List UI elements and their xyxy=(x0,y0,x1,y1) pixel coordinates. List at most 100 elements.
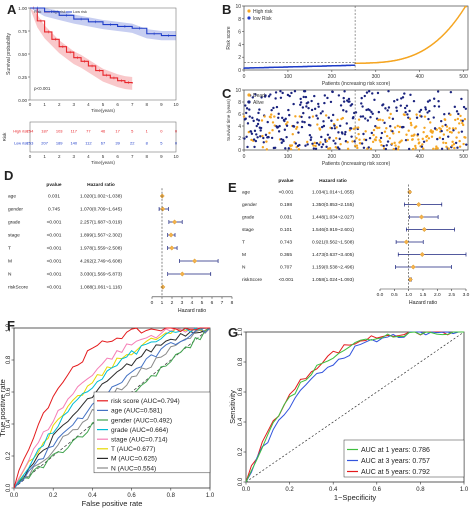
status-point xyxy=(267,135,270,139)
status-point xyxy=(270,108,273,112)
hr-marker xyxy=(160,206,166,212)
legend-item: M (AUC=0.625) xyxy=(111,456,157,463)
status-point xyxy=(342,96,345,100)
status-point xyxy=(451,140,454,144)
hr-marker xyxy=(403,239,409,245)
row-pvalue: 0.745 xyxy=(48,207,60,213)
status-point xyxy=(294,115,297,118)
row-name: age xyxy=(8,195,16,200)
status-point xyxy=(271,129,274,132)
status-point xyxy=(381,119,384,122)
legend-dead: Dead xyxy=(253,93,265,99)
legend-item: AUC at 3 years: 0.757 xyxy=(361,458,430,465)
status-point xyxy=(427,137,431,140)
status-point xyxy=(304,144,307,147)
status-point xyxy=(312,144,315,147)
status-point xyxy=(281,116,284,120)
status-point xyxy=(300,115,303,119)
status-point xyxy=(445,125,449,128)
row-name: riskScore xyxy=(8,285,28,291)
legend-swatch-high xyxy=(247,9,251,13)
status-point xyxy=(330,119,333,122)
status-point xyxy=(437,105,441,108)
status-point xyxy=(460,97,463,101)
status-point xyxy=(272,106,275,110)
y-tick-label: 0.8 xyxy=(6,355,12,364)
status-point xyxy=(415,116,419,119)
x-axis-label: Time(years) xyxy=(91,108,115,113)
status-point xyxy=(452,143,456,146)
row-hazard-ratio: 1.159(0.538~2.496) xyxy=(312,265,354,271)
status-point xyxy=(269,93,272,96)
status-point xyxy=(284,147,287,150)
status-point xyxy=(456,146,459,149)
x-tick-label: 8 xyxy=(231,300,234,306)
status-point xyxy=(302,111,305,115)
status-point xyxy=(309,124,312,127)
status-point xyxy=(262,136,265,140)
status-point xyxy=(270,113,273,116)
risk-count: 253 xyxy=(27,141,34,146)
status-point xyxy=(371,112,374,115)
status-point xyxy=(306,143,309,146)
status-point xyxy=(342,100,346,103)
status-point xyxy=(283,119,286,123)
status-point xyxy=(249,130,253,133)
status-point xyxy=(397,145,400,149)
status-point xyxy=(362,146,366,149)
status-point xyxy=(382,144,385,148)
status-point xyxy=(270,136,274,140)
status-point xyxy=(367,146,370,149)
status-point xyxy=(335,126,338,129)
status-point xyxy=(269,116,272,119)
x-tick-label: 0.2 xyxy=(49,493,58,499)
status-point xyxy=(313,107,317,111)
status-point xyxy=(320,125,324,129)
status-point xyxy=(357,132,360,136)
x-tick-label: 5 xyxy=(201,300,204,306)
status-point xyxy=(404,110,407,114)
status-point xyxy=(403,106,407,110)
status-point xyxy=(411,147,415,151)
risk-x-tick-label: 1 xyxy=(43,154,46,159)
x-tick-label: 1 xyxy=(43,102,46,107)
row-name: age xyxy=(242,191,250,196)
roc-curve xyxy=(13,327,210,489)
x-tick-label: 7 xyxy=(131,102,134,107)
status-point xyxy=(443,118,447,122)
row-name: M xyxy=(8,259,12,265)
status-point xyxy=(252,119,255,123)
x-tick-label: 9 xyxy=(160,102,163,107)
status-point xyxy=(461,119,464,123)
status-point xyxy=(328,136,331,139)
status-point xyxy=(300,125,304,129)
status-point xyxy=(310,136,313,139)
x-tick-label: 0.4 xyxy=(329,487,338,493)
status-point xyxy=(282,139,285,143)
status-point xyxy=(453,146,456,150)
row-name: riskScore xyxy=(242,277,262,283)
x-tick-label: 1.0 xyxy=(405,292,412,298)
status-point xyxy=(408,109,411,113)
status-point xyxy=(250,132,254,135)
status-point xyxy=(429,121,432,124)
roc-curve xyxy=(13,327,211,489)
status-point xyxy=(388,116,391,119)
status-point xyxy=(291,133,294,136)
y-tick-label: 0.0 xyxy=(238,477,244,486)
status-point xyxy=(392,147,395,151)
status-point xyxy=(373,98,376,102)
status-point xyxy=(406,138,410,142)
confidence-band xyxy=(30,8,133,90)
x-axis-label: Patients (increasing risk score) xyxy=(322,81,391,87)
row-pvalue: <0.001 xyxy=(47,220,62,226)
status-point xyxy=(268,131,271,135)
row-hazard-ratio: 1.020(1.002~1.038) xyxy=(80,194,122,200)
status-point xyxy=(344,140,348,143)
row-pvalue: 0.031 xyxy=(48,194,60,200)
y-tick-label: 1.00 xyxy=(18,6,27,11)
status-point xyxy=(441,125,444,128)
status-point xyxy=(350,103,354,106)
x-tick-label: 2.0 xyxy=(434,292,441,298)
status-point xyxy=(299,97,302,101)
